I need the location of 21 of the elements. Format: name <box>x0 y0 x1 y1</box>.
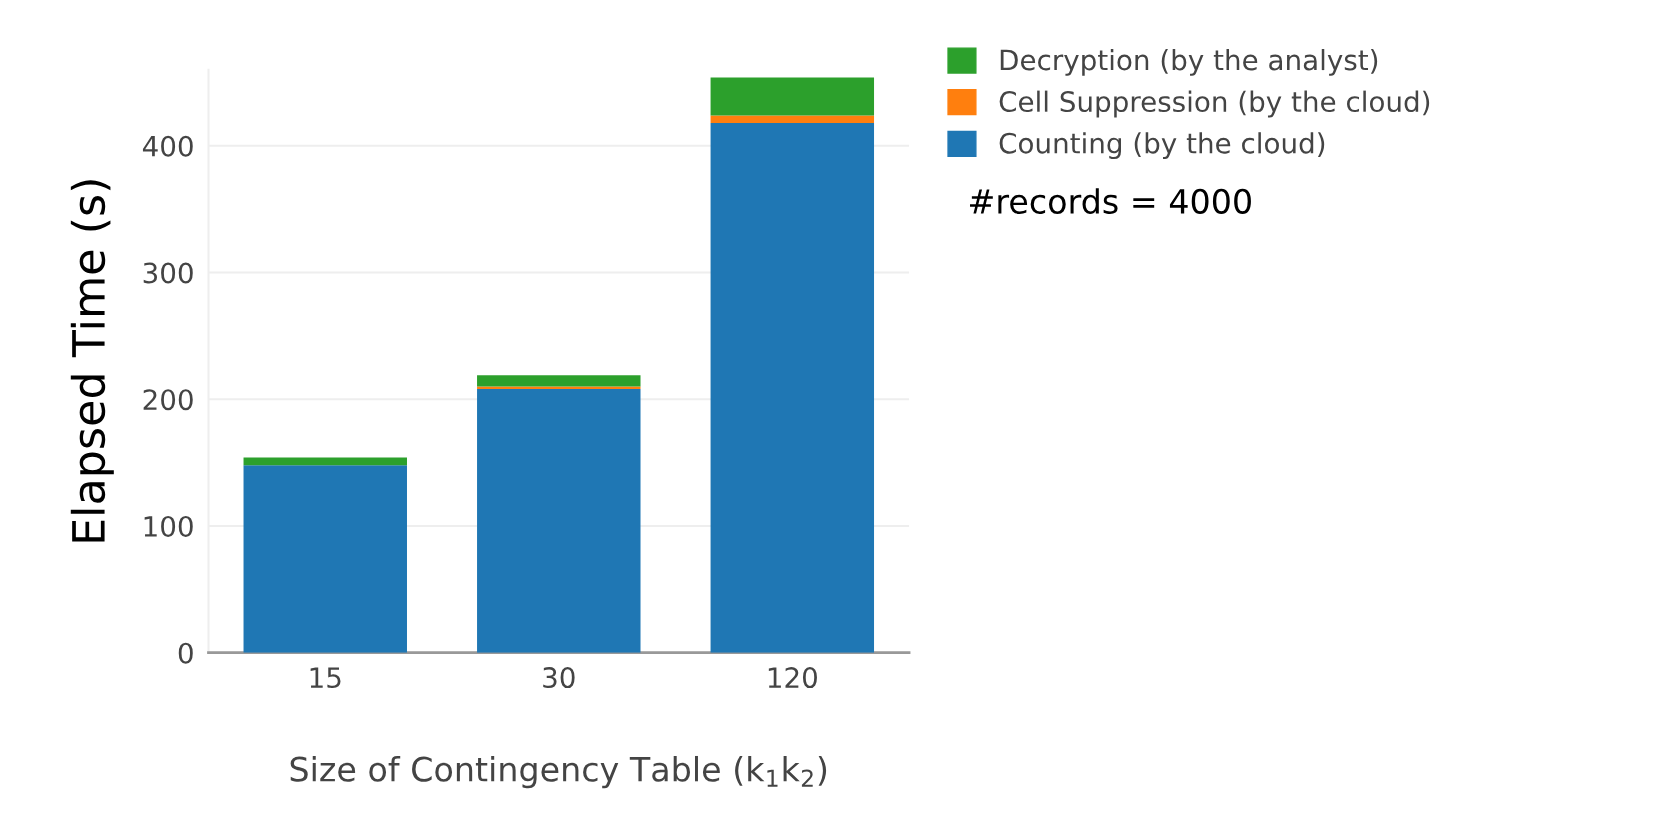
text: #records = 4000 <box>970 188 1251 214</box>
x-tick-label: 15 <box>310 667 341 689</box>
x-tick-label: 30 <box>543 667 575 689</box>
bar <box>710 77 875 116</box>
x-axis-title: Size of Contingency Table (k$_{1}$k$_{2}$) <box>290 755 827 789</box>
bar <box>243 465 407 653</box>
legend-label: Decryption (by the analyst) <box>1000 48 1378 76</box>
bar <box>477 375 641 387</box>
y-tick-label: 100 <box>144 515 193 537</box>
bar <box>710 115 875 124</box>
y-tick-label: 300 <box>143 262 193 284</box>
bar <box>243 457 407 466</box>
bar <box>477 389 641 653</box>
legend-label: Cell Suppression (by the cloud) <box>999 90 1430 118</box>
bar <box>710 123 875 653</box>
y-axis-title: Elapsed Time (s) <box>70 180 114 542</box>
y-tick-label: 400 <box>142 135 193 157</box>
x-tick-label: 120 <box>768 667 817 689</box>
y-tick-label: 0 <box>178 642 193 664</box>
legend-label: Counting (by the cloud) <box>999 132 1325 160</box>
y-tick-label: 200 <box>143 389 193 411</box>
